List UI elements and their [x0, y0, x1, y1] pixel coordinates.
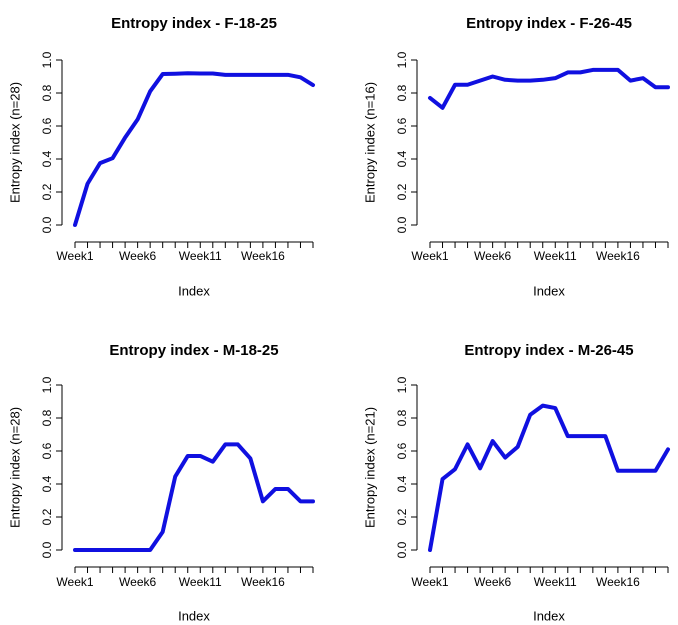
panel-m-18-25: Entropy index - M-18-25 0.0 0.2 0.4 0.6 0.8 1.… — [7, 342, 315, 623]
y-tick-label: 0.6 — [395, 442, 409, 459]
chart-title: Entropy index - F-18-25 — [111, 15, 277, 32]
x-tick-label: Week1 — [411, 575, 448, 589]
y-tick-label: 0.0 — [40, 216, 54, 233]
series-line — [428, 67, 670, 110]
y-tick-label: 0.6 — [40, 442, 54, 459]
x-axis: Week1 Week6 Week11 Week16 — [411, 241, 669, 263]
x-tick-label: Week11 — [534, 249, 577, 263]
y-tick-label: 0.0 — [395, 216, 409, 233]
x-tick-label: Week1 — [56, 575, 93, 589]
x-axis-label: Index — [178, 283, 210, 298]
x-axis: Week1 Week6 Week11 Week16 — [56, 241, 314, 263]
y-tick-label: 0.2 — [395, 183, 409, 200]
y-tick-label: 0.2 — [40, 183, 54, 200]
x-axis-label: Index — [178, 608, 210, 623]
y-tick-label: 0.2 — [395, 508, 409, 525]
y-tick-label: 0.6 — [395, 117, 409, 134]
y-tick-label: 0.8 — [395, 84, 409, 101]
y-axis-label: Entropy index (n=28) — [7, 82, 22, 203]
series-line — [428, 403, 670, 552]
x-tick-label: Week11 — [534, 575, 577, 589]
y-tick-label: 0.0 — [40, 541, 54, 558]
y-axis-label: Entropy index (n=28) — [7, 407, 22, 528]
y-tick-label: 0.2 — [40, 508, 54, 525]
x-tick-label: Week16 — [241, 575, 285, 589]
y-tick-label: 0.6 — [40, 117, 54, 134]
y-tick-label: 0.4 — [395, 150, 409, 167]
x-tick-label: Week6 — [474, 249, 511, 263]
x-axis-label: Index — [533, 608, 565, 623]
y-tick-label: 0.4 — [40, 475, 54, 492]
x-tick-label: Week6 — [119, 575, 156, 589]
y-tick-label: 1.0 — [40, 51, 54, 68]
y-tick-label: 0.0 — [395, 541, 409, 558]
y-tick-label: 1.0 — [40, 376, 54, 393]
y-tick-label: 0.4 — [40, 150, 54, 167]
y-tick-label: 0.4 — [395, 475, 409, 492]
x-tick-label: Week16 — [596, 575, 640, 589]
panel-f-18-25: Entropy index - F-18-25 0.0 0.2 0.4 0.6 0.8 1.… — [7, 15, 315, 298]
y-axis: 0.0 0.2 0.4 0.6 0.8 1.0 — [395, 51, 418, 233]
y-axis-label: Entropy index (n=16) — [362, 82, 377, 203]
x-tick-label: Week1 — [411, 249, 448, 263]
x-tick-label: Week16 — [241, 249, 285, 263]
y-tick-label: 0.8 — [40, 409, 54, 426]
y-tick-label: 0.8 — [40, 84, 54, 101]
x-tick-label: Week1 — [56, 249, 93, 263]
series-line — [73, 71, 315, 227]
x-axis: Week1 Week6 Week11 Week16 — [56, 566, 314, 589]
y-tick-label: 1.0 — [395, 376, 409, 393]
y-axis-label: Entropy index (n=21) — [362, 407, 377, 528]
x-tick-label: Week6 — [474, 575, 511, 589]
y-axis: 0.0 0.2 0.4 0.6 0.8 1.0 — [395, 376, 418, 558]
x-tick-label: Week6 — [119, 249, 156, 263]
y-tick-label: 0.8 — [395, 409, 409, 426]
panel-m-26-45: Entropy index - M-26-45 0.0 0.2 0.4 0.6 0.8 1.… — [362, 342, 670, 623]
x-tick-label: Week11 — [179, 575, 222, 589]
chart-title: Entropy index - M-26-45 — [464, 342, 633, 359]
x-tick-label: Week11 — [179, 249, 222, 263]
y-tick-label: 1.0 — [395, 51, 409, 68]
chart-title: Entropy index - F-26-45 — [466, 15, 632, 32]
y-axis: 0.0 0.2 0.4 0.6 0.8 1.0 — [40, 51, 63, 233]
series-line — [73, 442, 315, 552]
x-tick-label: Week16 — [596, 249, 640, 263]
x-axis: Week1 Week6 Week11 Week16 — [411, 566, 669, 589]
chart-title: Entropy index - M-18-25 — [109, 342, 278, 359]
panel-f-26-45: Entropy index - F-26-45 0.0 0.2 0.4 0.6 0.8 1.… — [362, 15, 670, 298]
y-axis: 0.0 0.2 0.4 0.6 0.8 1.0 — [40, 376, 63, 558]
x-axis-label: Index — [533, 283, 565, 298]
